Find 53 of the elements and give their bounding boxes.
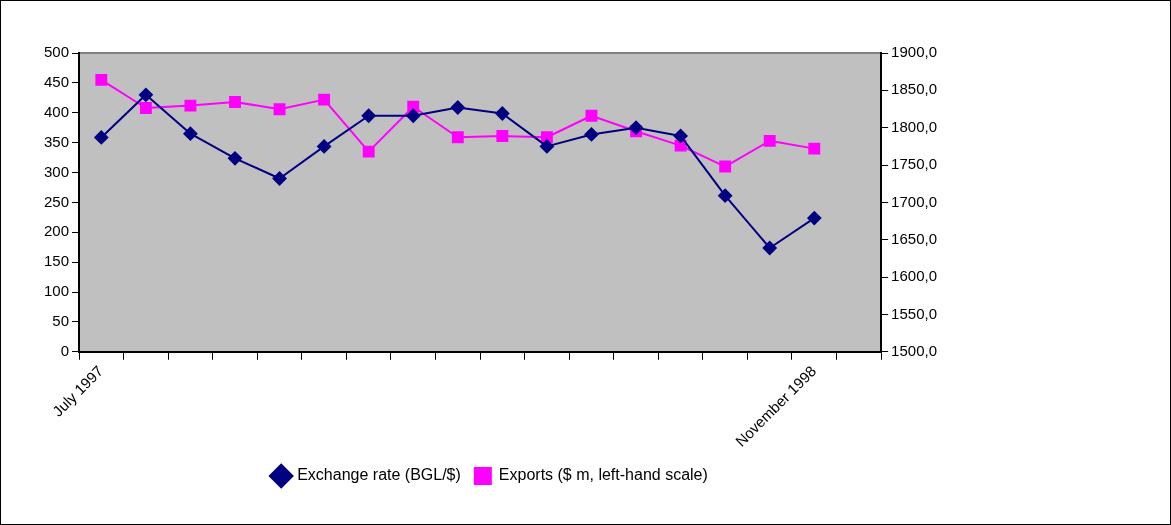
point	[184, 99, 197, 112]
legend-label: Exports ($ m, left-hand scale)	[498, 466, 708, 484]
point	[227, 151, 242, 166]
y-tick-label: 0	[60, 341, 70, 359]
y2-tick-label: 1850,0	[891, 80, 938, 98]
y-tick-label: 100	[44, 282, 70, 300]
point	[539, 139, 554, 154]
point	[362, 145, 375, 158]
point	[361, 108, 376, 123]
point	[95, 73, 108, 86]
y-tick-label: 300	[44, 162, 70, 180]
legend-label: Exchange rate (BGL/$)	[297, 466, 461, 484]
point	[718, 188, 733, 203]
y2-tick-label: 1550,0	[891, 304, 938, 322]
y-tick-label: 250	[44, 192, 70, 210]
y-tick-label: 50	[52, 312, 70, 330]
y-tick-label: 450	[44, 73, 70, 91]
point	[762, 240, 777, 255]
point	[585, 109, 598, 122]
point	[584, 127, 599, 142]
point	[763, 134, 776, 147]
point	[540, 131, 553, 144]
y-tick-label: 400	[44, 102, 70, 120]
y-tick-label: 150	[44, 252, 70, 270]
point	[496, 130, 509, 143]
point	[808, 142, 821, 155]
point	[94, 130, 109, 145]
point	[450, 100, 465, 115]
point	[273, 103, 286, 116]
point	[629, 120, 644, 135]
y2-tick-label: 1900,0	[891, 43, 938, 61]
y2-tick-label: 1750,0	[891, 155, 938, 173]
y-tick-label: 500	[44, 43, 70, 61]
point	[138, 87, 153, 102]
point	[183, 126, 198, 141]
point	[807, 211, 822, 226]
y-tick-label: 200	[44, 222, 70, 240]
point	[317, 139, 332, 154]
point	[673, 128, 688, 143]
y2-tick-label: 1500,0	[891, 341, 938, 359]
point	[406, 108, 421, 123]
point	[495, 106, 510, 121]
y-tick-label: 350	[44, 132, 70, 150]
y2-tick-label: 1600,0	[891, 267, 938, 285]
point	[451, 131, 464, 144]
point	[272, 171, 287, 186]
point	[719, 160, 732, 173]
point	[139, 102, 152, 114]
point	[318, 93, 331, 106]
point	[229, 96, 241, 108]
y2-tick-label: 1800,0	[891, 117, 938, 135]
y2-tick-label: 1650,0	[891, 229, 938, 247]
y2-tick-label: 1700,0	[891, 192, 938, 210]
